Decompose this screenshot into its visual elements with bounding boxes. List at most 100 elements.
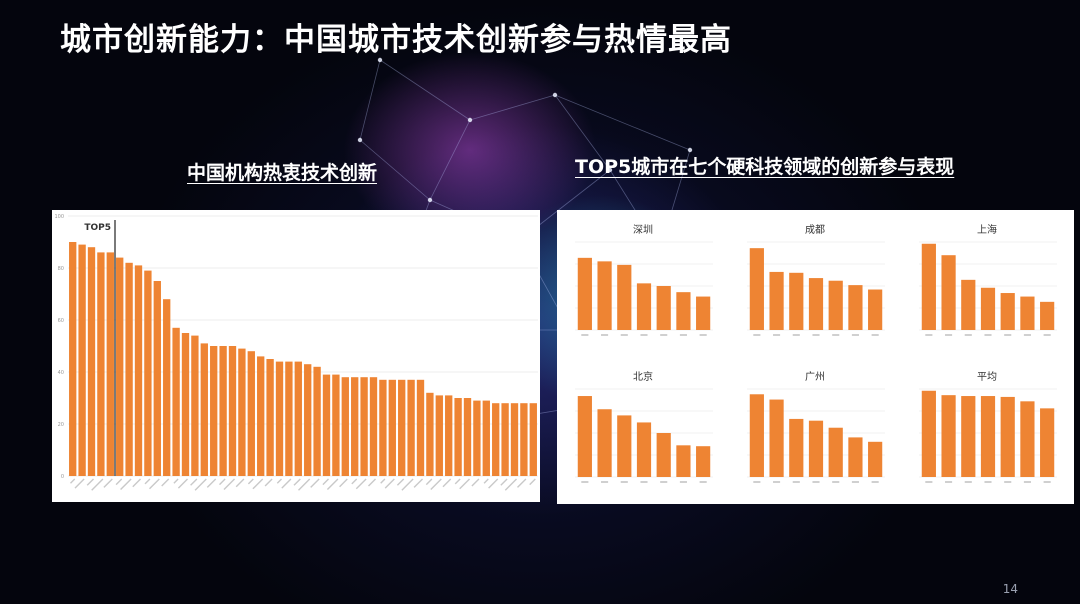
- bar: [769, 271, 784, 330]
- network-line: [379, 59, 471, 121]
- x-tick-label-placeholder: [70, 478, 76, 484]
- x-tick-label-placeholder: [660, 481, 668, 483]
- x-tick-label-placeholder: [1043, 334, 1051, 336]
- x-tick-label-placeholder: [149, 478, 160, 490]
- bar: [868, 289, 883, 330]
- x-tick-label-placeholder: [1023, 334, 1031, 336]
- x-tick-label-placeholder: [235, 478, 245, 488]
- bar: [1040, 301, 1055, 330]
- small-multiple-title: 成都: [805, 224, 825, 236]
- x-tick-label-placeholder: [206, 478, 217, 488]
- bar: [941, 395, 956, 477]
- bar: [529, 403, 537, 476]
- bar: [1000, 293, 1015, 330]
- bar: [980, 287, 996, 330]
- x-tick-label-placeholder: [194, 478, 207, 491]
- small-multiple-title: 平均: [977, 371, 997, 383]
- x-tick-label-placeholder: [773, 334, 781, 336]
- y-tick-label: 60: [58, 318, 64, 324]
- bar: [369, 377, 378, 476]
- x-tick-label-placeholder: [812, 481, 820, 483]
- bar: [144, 270, 152, 476]
- bar: [482, 400, 490, 476]
- small-multiple-2: 成都: [747, 224, 885, 336]
- x-tick-label-placeholder: [471, 478, 480, 487]
- y-tick-label: 80: [58, 266, 64, 272]
- x-tick-label-placeholder: [86, 478, 94, 486]
- bar: [134, 265, 143, 476]
- bar: [961, 396, 976, 477]
- x-tick-label-placeholder: [1023, 481, 1031, 483]
- bar: [219, 346, 227, 476]
- bar: [445, 395, 453, 476]
- bar: [492, 403, 500, 476]
- x-tick-label-placeholder: [483, 478, 489, 484]
- left-chart-subtitle: 中国机构热衷技术创新: [187, 162, 378, 184]
- bar: [577, 396, 592, 477]
- bar: [313, 366, 321, 476]
- bar: [808, 278, 824, 330]
- x-tick-label-placeholder: [425, 478, 433, 486]
- bar: [285, 361, 293, 476]
- bar: [828, 280, 843, 330]
- bar: [696, 296, 711, 330]
- x-tick-label-placeholder: [851, 481, 859, 483]
- small-multiple-title: 上海: [977, 223, 997, 236]
- x-tick-label-placeholder: [91, 478, 104, 491]
- bar: [351, 377, 359, 476]
- x-tick-label-placeholder: [753, 334, 761, 336]
- x-tick-label-placeholder: [945, 481, 953, 483]
- bar: [921, 243, 936, 330]
- x-tick-label-placeholder: [401, 478, 414, 491]
- bar: [510, 403, 519, 476]
- bar: [360, 377, 368, 476]
- bar: [78, 244, 86, 476]
- y-tick-label: 20: [58, 422, 64, 428]
- bar: [597, 409, 612, 477]
- x-tick-label-placeholder: [1004, 334, 1012, 336]
- x-tick-label-placeholder: [368, 478, 376, 487]
- bar: [191, 335, 199, 476]
- left-chart-panel: 0 20 40 60 80 100 TOP5: [52, 210, 540, 502]
- small-multiple-title: 深圳: [633, 224, 653, 236]
- x-tick-label-placeholder: [190, 478, 198, 486]
- small-multiple-4: 北京: [575, 370, 713, 483]
- x-tick-label-placeholder: [581, 481, 589, 483]
- bar: [868, 441, 883, 477]
- network-node: [467, 117, 473, 123]
- bar: [97, 252, 105, 476]
- x-tick-label-placeholder: [326, 478, 339, 490]
- small-multiple-title: 北京: [633, 370, 653, 383]
- bar: [1040, 408, 1055, 477]
- x-tick-label-placeholder: [699, 334, 707, 336]
- bar: [304, 364, 312, 476]
- bar: [153, 281, 161, 476]
- x-tick-label-placeholder: [984, 334, 992, 336]
- x-tick-label-placeholder: [276, 478, 282, 484]
- x-tick-label-placeholder: [517, 478, 527, 488]
- bar: [789, 418, 804, 477]
- x-tick-label-placeholder: [504, 478, 517, 491]
- bar: [921, 390, 936, 477]
- x-tick-label-placeholder: [581, 334, 589, 336]
- x-tick-label-placeholder: [753, 481, 761, 483]
- x-tick-label-placeholder: [792, 481, 800, 483]
- network-line: [359, 139, 431, 201]
- institution-innovation-bar-chart: 0 20 40 60 80 100 TOP5: [54, 214, 538, 491]
- network-line: [554, 94, 611, 171]
- bar: [749, 394, 764, 477]
- bar: [181, 333, 190, 476]
- bar: [617, 264, 632, 330]
- x-tick-label-placeholder: [832, 481, 840, 483]
- x-tick-label-placeholder: [380, 478, 386, 484]
- bar: [332, 374, 340, 476]
- bar: [520, 403, 528, 476]
- x-tick-label-placeholder: [442, 478, 452, 488]
- right-chart-subtitle: TOP5城市在七个硬科技领域的创新参与表现: [575, 156, 955, 178]
- network-line: [554, 94, 691, 151]
- x-tick-label-placeholder: [322, 478, 329, 486]
- x-tick-label-placeholder: [219, 478, 226, 486]
- x-tick-label-placeholder: [161, 478, 170, 487]
- bar: [341, 377, 349, 476]
- small-multiple-title: 广州: [805, 371, 825, 383]
